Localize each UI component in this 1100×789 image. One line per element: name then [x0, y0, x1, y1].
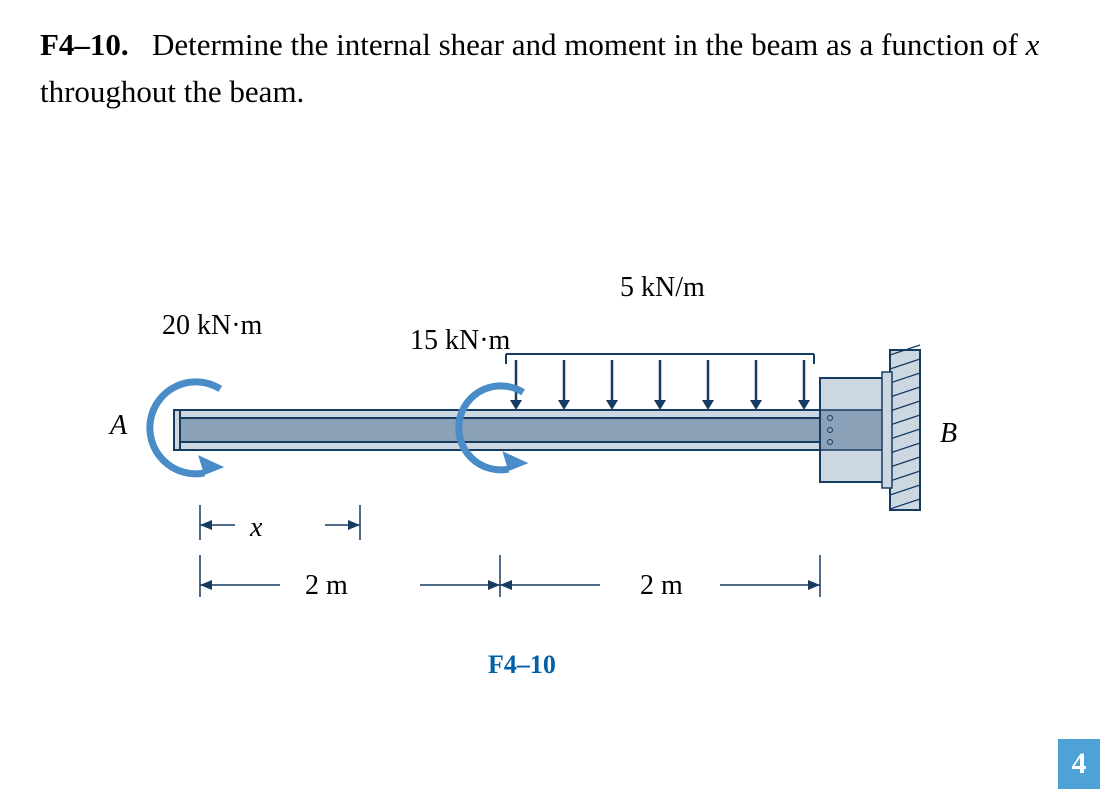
diagram-svg	[100, 280, 1000, 700]
problem-statement: F4–10. Determine the internal shear and …	[40, 22, 1080, 115]
point-b-label: B	[940, 418, 957, 450]
point-a-label: A	[110, 410, 127, 442]
span2-label: 2 m	[640, 570, 683, 602]
problem-text-1: Determine the internal shear and moment …	[152, 27, 1026, 62]
span1-label: 2 m	[305, 570, 348, 602]
problem-text-2: throughout the beam.	[40, 74, 304, 109]
page-number: 4	[1058, 739, 1100, 789]
beam-diagram: 20 kN·m 15 kN·m 5 kN/m A B x 2 m 2 m F4–…	[100, 280, 1000, 700]
x-dim-label: x	[250, 512, 262, 544]
problem-variable: x	[1026, 27, 1040, 62]
moment-mid-label: 15 kN·m	[410, 325, 510, 357]
figure-label: F4–10	[488, 650, 556, 680]
problem-id: F4–10.	[40, 27, 129, 62]
distributed-load-label: 5 kN/m	[620, 272, 705, 304]
moment-a-label: 20 kN·m	[162, 310, 262, 342]
